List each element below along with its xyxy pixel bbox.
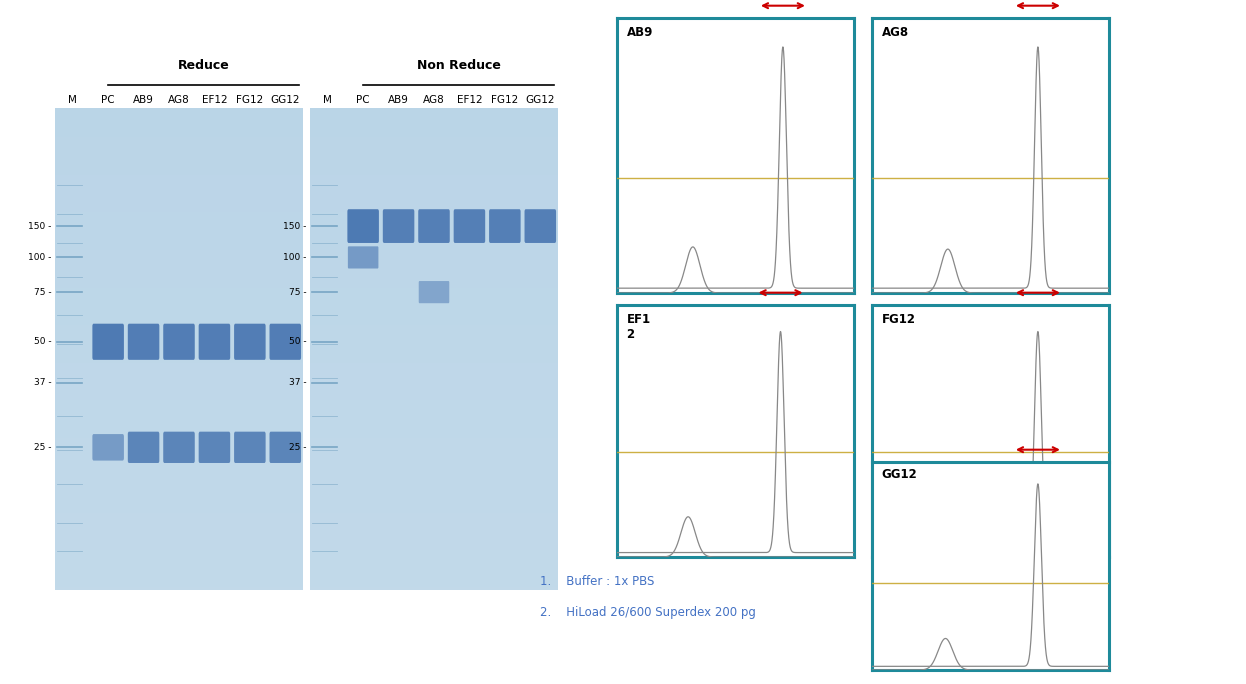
Text: EF1
2: EF1 2 (627, 313, 650, 341)
Text: 75 -: 75 - (289, 288, 307, 297)
FancyBboxPatch shape (234, 324, 265, 360)
FancyBboxPatch shape (269, 432, 302, 463)
FancyBboxPatch shape (454, 209, 485, 243)
Text: 50 -: 50 - (34, 337, 51, 346)
Text: Non Reduce: Non Reduce (417, 60, 501, 73)
FancyBboxPatch shape (92, 434, 123, 460)
Text: PC: PC (356, 94, 370, 105)
Text: 100 -: 100 - (283, 253, 307, 262)
Text: M: M (69, 94, 77, 105)
FancyBboxPatch shape (163, 432, 194, 463)
Text: FG12: FG12 (237, 94, 263, 105)
FancyBboxPatch shape (92, 324, 123, 360)
FancyBboxPatch shape (198, 432, 231, 463)
Text: GG12: GG12 (526, 94, 554, 105)
Text: 150 -: 150 - (283, 222, 307, 231)
Text: AB9: AB9 (627, 26, 653, 39)
Text: 2.    HiLoad 26/600 Superdex 200 pg: 2. HiLoad 26/600 Superdex 200 pg (540, 606, 756, 619)
FancyBboxPatch shape (234, 432, 265, 463)
Text: 100 -: 100 - (27, 253, 51, 262)
FancyBboxPatch shape (348, 246, 379, 269)
Text: FG12: FG12 (881, 313, 916, 326)
FancyBboxPatch shape (525, 209, 556, 243)
Text: 25 -: 25 - (34, 443, 51, 452)
Text: AG8: AG8 (424, 94, 445, 105)
FancyBboxPatch shape (128, 324, 159, 360)
Text: 37 -: 37 - (289, 378, 307, 387)
Text: AG8: AG8 (168, 94, 189, 105)
Text: PC: PC (101, 94, 115, 105)
FancyBboxPatch shape (348, 209, 379, 243)
FancyBboxPatch shape (198, 324, 231, 360)
Text: 1.    Buffer : 1x PBS: 1. Buffer : 1x PBS (540, 575, 654, 588)
Text: EF12: EF12 (202, 94, 227, 105)
Text: FG12: FG12 (491, 94, 518, 105)
Text: M: M (323, 94, 333, 105)
FancyBboxPatch shape (128, 432, 159, 463)
Text: 25 -: 25 - (289, 443, 307, 452)
FancyBboxPatch shape (163, 324, 194, 360)
Text: 75 -: 75 - (34, 288, 51, 297)
Text: AB9: AB9 (133, 94, 155, 105)
Text: 150 -: 150 - (27, 222, 51, 231)
Text: 37 -: 37 - (34, 378, 51, 387)
Text: Reduce: Reduce (178, 60, 229, 73)
Text: GG12: GG12 (270, 94, 300, 105)
Text: GG12: GG12 (881, 469, 917, 482)
FancyBboxPatch shape (490, 209, 521, 243)
Text: AB9: AB9 (389, 94, 409, 105)
FancyBboxPatch shape (419, 209, 450, 243)
FancyBboxPatch shape (419, 281, 450, 303)
Text: AG8: AG8 (881, 26, 908, 39)
FancyBboxPatch shape (383, 209, 415, 243)
Text: EF12: EF12 (456, 94, 482, 105)
Text: 50 -: 50 - (289, 337, 307, 346)
FancyBboxPatch shape (269, 324, 302, 360)
